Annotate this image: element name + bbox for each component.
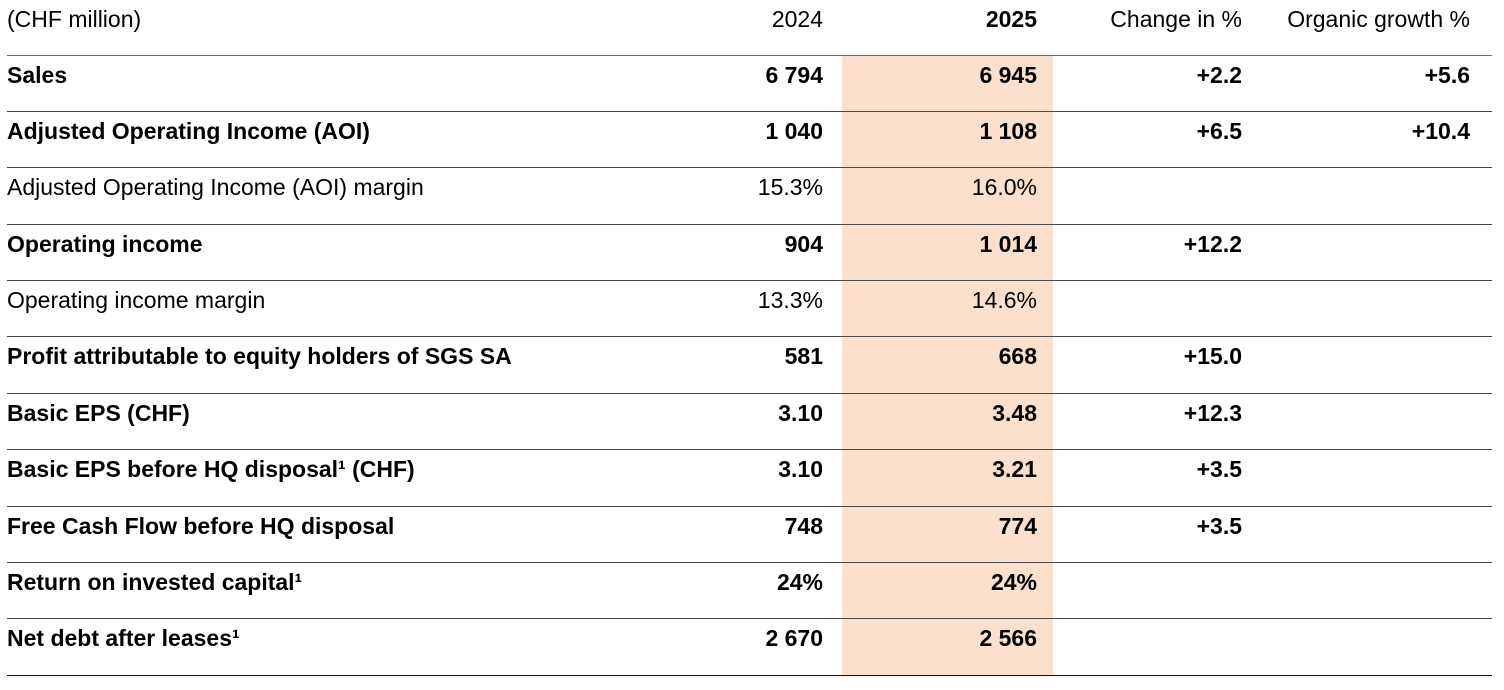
value-organic-growth-percent <box>1242 167 1492 225</box>
column-header-organic-growth-percent: Organic growth % <box>1242 0 1492 56</box>
value-2024: 2 670 <box>561 618 842 676</box>
value-change-percent: +15.0 <box>1053 336 1242 394</box>
value-change-percent <box>1053 618 1242 676</box>
value-change-percent <box>1053 280 1242 338</box>
value-organic-growth-percent: +10.4 <box>1242 111 1492 169</box>
value-organic-growth-percent <box>1242 336 1492 394</box>
value-2025: 1 108 <box>842 111 1053 169</box>
value-change-percent: +12.3 <box>1053 393 1242 451</box>
key-figures-section: (CHF million) 2024 2025 Change in % Orga… <box>7 0 1492 676</box>
value-2024: 748 <box>561 506 842 564</box>
row-label: Adjusted Operating Income (AOI) <box>7 111 561 169</box>
table-row-sales: Sales 6 794 6 945 +2.2 +5.6 <box>7 55 1492 112</box>
row-label: Free Cash Flow before HQ disposal <box>7 506 561 564</box>
value-2024: 3.10 <box>561 449 842 507</box>
value-organic-growth-percent <box>1242 562 1492 620</box>
value-change-percent <box>1053 167 1242 225</box>
table-row-return-on-invested-capital: Return on invested capital¹ 24% 24% <box>7 562 1492 620</box>
value-2025: 14.6% <box>842 280 1053 338</box>
value-organic-growth-percent <box>1242 618 1492 676</box>
column-header-2024: 2024 <box>561 0 842 56</box>
value-2025: 24% <box>842 562 1053 620</box>
table-row-adjusted-operating-income: Adjusted Operating Income (AOI) 1 040 1 … <box>7 111 1492 169</box>
row-label: Return on invested capital¹ <box>7 562 561 620</box>
value-2024: 904 <box>561 224 842 282</box>
table-header: (CHF million) 2024 2025 Change in % Orga… <box>7 0 1492 56</box>
value-organic-growth-percent <box>1242 280 1492 338</box>
row-label: Sales <box>7 55 561 112</box>
value-organic-growth-percent <box>1242 506 1492 564</box>
value-2024: 15.3% <box>561 167 842 225</box>
value-2024: 24% <box>561 562 842 620</box>
table-row-aoi-margin: Adjusted Operating Income (AOI) margin 1… <box>7 167 1492 225</box>
table-row-operating-income-margin: Operating income margin 13.3% 14.6% <box>7 280 1492 338</box>
value-organic-growth-percent <box>1242 393 1492 451</box>
table-row-basic-eps-before-hq-disposal: Basic EPS before HQ disposal¹ (CHF) 3.10… <box>7 449 1492 507</box>
row-label: Operating income margin <box>7 280 561 338</box>
column-header-2025: 2025 <box>842 0 1053 56</box>
row-label: Basic EPS before HQ disposal¹ (CHF) <box>7 449 561 507</box>
value-2025: 774 <box>842 506 1053 564</box>
table-row-free-cash-flow: Free Cash Flow before HQ disposal 748 77… <box>7 506 1492 564</box>
value-change-percent: +3.5 <box>1053 506 1242 564</box>
table-body: Sales 6 794 6 945 +2.2 +5.6 Adjusted Ope… <box>7 55 1492 676</box>
header-row: (CHF million) 2024 2025 Change in % Orga… <box>7 0 1492 56</box>
table-row-net-debt-after-leases: Net debt after leases¹ 2 670 2 566 <box>7 618 1492 676</box>
value-2024: 581 <box>561 336 842 394</box>
value-change-percent: +2.2 <box>1053 55 1242 112</box>
value-2025: 16.0% <box>842 167 1053 225</box>
table-row-profit-attributable: Profit attributable to equity holders of… <box>7 336 1492 394</box>
value-change-percent: +3.5 <box>1053 449 1242 507</box>
row-label: Profit attributable to equity holders of… <box>7 336 561 394</box>
value-2025: 668 <box>842 336 1053 394</box>
value-2024: 6 794 <box>561 55 842 112</box>
row-label: Operating income <box>7 224 561 282</box>
value-2025: 3.21 <box>842 449 1053 507</box>
table-row-basic-eps: Basic EPS (CHF) 3.10 3.48 +12.3 <box>7 393 1492 451</box>
value-organic-growth-percent <box>1242 224 1492 282</box>
value-2024: 3.10 <box>561 393 842 451</box>
value-2025: 1 014 <box>842 224 1053 282</box>
value-2025: 6 945 <box>842 55 1053 112</box>
column-header-change-percent: Change in % <box>1053 0 1242 56</box>
value-2025: 2 566 <box>842 618 1053 676</box>
value-organic-growth-percent: +5.6 <box>1242 55 1492 112</box>
value-organic-growth-percent <box>1242 449 1492 507</box>
value-2025: 3.48 <box>842 393 1053 451</box>
value-change-percent <box>1053 562 1242 620</box>
row-label: Net debt after leases¹ <box>7 618 561 676</box>
unit-label: (CHF million) <box>7 0 561 56</box>
table-row-operating-income: Operating income 904 1 014 +12.2 <box>7 224 1492 282</box>
value-change-percent: +6.5 <box>1053 111 1242 169</box>
row-label: Basic EPS (CHF) <box>7 393 561 451</box>
value-2024: 13.3% <box>561 280 842 338</box>
row-label: Adjusted Operating Income (AOI) margin <box>7 167 561 225</box>
key-figures-table: (CHF million) 2024 2025 Change in % Orga… <box>7 0 1492 676</box>
value-2024: 1 040 <box>561 111 842 169</box>
value-change-percent: +12.2 <box>1053 224 1242 282</box>
